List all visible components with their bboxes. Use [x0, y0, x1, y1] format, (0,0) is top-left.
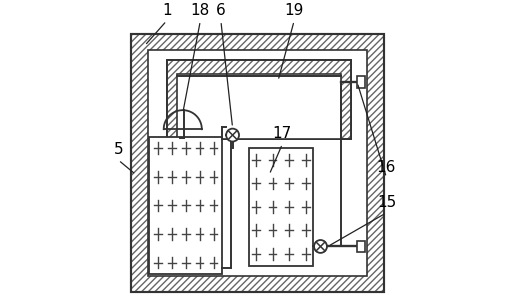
Bar [357, 77, 365, 88]
Bar [167, 60, 351, 139]
Circle shape [314, 240, 327, 253]
Bar [131, 34, 384, 292]
Text: 16: 16 [377, 160, 396, 175]
Text: 18: 18 [191, 3, 210, 18]
Bar [167, 60, 177, 139]
Bar [131, 34, 148, 292]
Bar [131, 34, 384, 50]
Bar [177, 74, 341, 139]
Bar [131, 276, 384, 292]
Text: 15: 15 [377, 195, 396, 210]
Bar [167, 60, 351, 74]
Bar [148, 50, 367, 276]
Bar [149, 137, 222, 274]
Text: 17: 17 [273, 126, 292, 141]
Bar [367, 34, 384, 292]
Text: 19: 19 [284, 3, 304, 18]
Text: 6: 6 [216, 3, 226, 18]
Bar [341, 60, 351, 139]
Text: 1: 1 [162, 3, 171, 18]
Bar [357, 241, 365, 252]
Bar [167, 60, 351, 139]
Text: 5: 5 [113, 142, 123, 157]
Bar [249, 148, 313, 266]
Circle shape [226, 129, 239, 142]
